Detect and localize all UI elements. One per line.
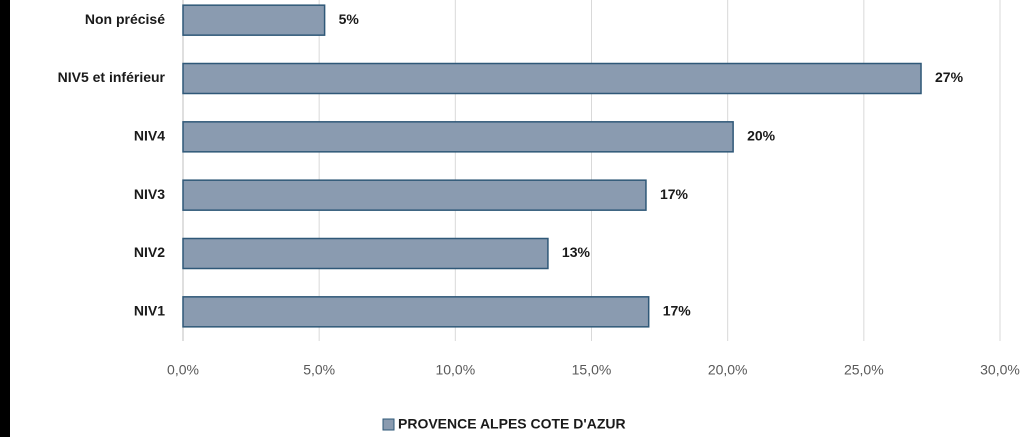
left-strip	[0, 0, 10, 437]
bar	[182, 296, 650, 328]
data-label: 17%	[663, 303, 692, 319]
x-tick-label: 25,0%	[844, 362, 884, 378]
data-label: 27%	[935, 69, 964, 85]
y-tick-label: NIV2	[134, 244, 165, 260]
y-tick-label: NIV1	[134, 303, 165, 319]
legend-swatch	[382, 418, 395, 431]
bar	[182, 121, 734, 153]
data-label: 17%	[660, 186, 689, 202]
y-tick-label: NIV3	[134, 186, 165, 202]
x-tick-label: 30,0%	[980, 362, 1020, 378]
y-tick-label: NIV4	[134, 128, 165, 144]
bar	[182, 237, 549, 270]
bar	[182, 62, 922, 95]
y-tick-label: NIV5 et inférieur	[58, 69, 166, 85]
bar	[182, 179, 647, 211]
y-tick-label: Non précisé	[85, 11, 165, 27]
x-tick-label: 20,0%	[708, 362, 748, 378]
x-tick-label: 15,0%	[572, 362, 612, 378]
x-tick-label: 5,0%	[303, 362, 335, 378]
x-tick-label: 0,0%	[167, 362, 199, 378]
bar	[182, 4, 326, 36]
data-label: 13%	[562, 244, 591, 260]
data-label: 5%	[339, 11, 360, 27]
legend-label: PROVENCE ALPES COTE D'AZUR	[398, 416, 626, 432]
data-label: 20%	[747, 128, 776, 144]
x-tick-label: 10,0%	[435, 362, 475, 378]
